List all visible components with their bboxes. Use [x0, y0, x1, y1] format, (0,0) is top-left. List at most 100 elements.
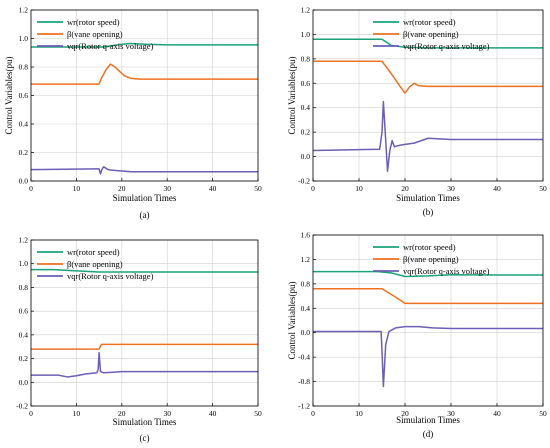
plot-frame: [30, 239, 259, 407]
x-tick-label: 20: [401, 409, 409, 418]
y-axis-label: Control Variables(pu): [287, 56, 297, 134]
series-line-1: [31, 42, 258, 48]
x-axis-label: Simulation Times: [113, 417, 177, 427]
plot-frame: [312, 234, 544, 407]
chart-panel-d: 0 10 20 30 40 50 -1.2 -0.8 -0.4 0.0 0.4 0.8 1.2 1.6 Si…: [287, 231, 547, 440]
y-tick-label: 1.2: [19, 236, 29, 245]
x-tick-label: 0: [311, 409, 315, 418]
series-line-3: [30, 166, 258, 175]
x-axis-label: Simulation Times: [113, 193, 177, 203]
plot-frame: [312, 9, 544, 182]
y-tick-label: 0.0: [301, 328, 311, 337]
chart-panel-b: 0 10 20 30 40 50 -0.2 0.0 0.2 0.4 0.6 0.8 1.0 1.2 Simu…: [287, 6, 547, 218]
y-tick-label: -0.4: [298, 353, 310, 362]
legend-label: wr(rotor speed): [403, 242, 456, 252]
panel-caption: (c): [140, 433, 150, 443]
y-tick-label: 0.4: [301, 103, 311, 112]
y-tick-label: 0.0: [19, 177, 29, 186]
x-tick-label: 10: [73, 184, 81, 193]
y-tick-label: 0.2: [301, 128, 311, 137]
panel-caption: (d): [423, 429, 434, 439]
x-axis-label: Simulation Times: [396, 415, 460, 425]
legend-label: β(vane opening): [403, 254, 459, 264]
x-tick-label: 10: [355, 409, 363, 418]
series-line-2: [31, 63, 258, 85]
series-line-3: [313, 325, 543, 388]
x-tick-label: 40: [493, 184, 501, 193]
legend: wr(rotor speed) β(vane opening) vqr(Rotor …: [373, 242, 490, 276]
x-tick-label: 20: [118, 184, 126, 193]
y-tick-label: 0.2: [19, 148, 29, 157]
x-tick-label: 50: [539, 184, 547, 193]
x-tick-label: 40: [493, 409, 501, 418]
y-tick-label: 0.8: [19, 63, 29, 72]
series-line-1: [31, 268, 258, 273]
legend-label: β(vane opening): [403, 29, 459, 39]
y-tick-label: 0.2: [19, 354, 29, 363]
series-line-3: [31, 351, 258, 378]
chart-panel-c: 0 10 20 30 40 50 -0.2 0.0 0.2 0.4 0.6 0.8 1.0 1.2 Simu…: [16, 236, 262, 444]
x-tick-label: 0: [311, 184, 315, 193]
legend-label: wr(rotor speed): [67, 17, 120, 27]
y-tick-label: 1.6: [301, 231, 311, 240]
y-tick-label: -0.8: [298, 377, 310, 386]
y-tick-label: 1.2: [301, 6, 311, 15]
y-tick-label: -0.2: [298, 177, 310, 186]
y-tick-label: 0.0: [19, 378, 29, 387]
y-tick-label: 0.8: [19, 283, 29, 292]
x-tick-label: 20: [118, 409, 126, 418]
y-tick-label: 1.2: [19, 6, 29, 15]
x-tick-label: 40: [209, 184, 217, 193]
x-tick-label: 50: [254, 184, 262, 193]
series-line-1: [313, 38, 543, 49]
y-tick-label: 0.6: [301, 79, 311, 88]
x-tick-label: 10: [73, 409, 81, 418]
y-axis-label: Control Variables(pu): [4, 56, 14, 134]
legend-label: wr(rotor speed): [403, 17, 456, 27]
legend-label: vqr(Rotor q-axis voltage): [67, 41, 154, 51]
y-tick-label: 0.8: [301, 279, 311, 288]
y-tick-label: 0.4: [19, 330, 29, 339]
x-tick-label: 30: [163, 184, 171, 193]
x-tick-label: 20: [401, 184, 409, 193]
y-tick-label: 1.0: [301, 30, 311, 39]
y-tick-label: 0.4: [19, 120, 29, 129]
series-line-3: [312, 100, 543, 172]
series-line-2: [31, 343, 258, 350]
y-tick-label: 0.4: [301, 304, 311, 313]
legend-label: β(vane opening): [67, 259, 123, 269]
panel-caption: (a): [140, 210, 150, 220]
legend-label: wr(rotor speed): [67, 247, 120, 257]
panel-caption: (b): [423, 207, 434, 217]
series-line-2: [313, 287, 543, 305]
legend-label: vqr(Rotor q-axis voltage): [67, 271, 154, 281]
y-tick-label: 0.8: [301, 54, 311, 63]
y-axis-label: Control Variables(pu): [287, 281, 297, 359]
y-tick-label: 1.2: [301, 255, 311, 264]
x-tick-label: 30: [163, 409, 171, 418]
y-tick-label: 1.0: [19, 34, 29, 43]
y-tick-label: -1.2: [298, 402, 310, 411]
x-tick-label: 50: [539, 409, 547, 418]
x-tick-label: 50: [254, 409, 262, 418]
legend-label: β(vane opening): [67, 29, 123, 39]
x-tick-label: 0: [29, 184, 33, 193]
legend: wr(rotor speed) β(vane opening) vqr(Rotor …: [37, 247, 154, 281]
x-tick-label: 40: [209, 409, 217, 418]
x-tick-label: 10: [355, 184, 363, 193]
y-tick-label: 1.0: [19, 259, 29, 268]
x-tick-label: 0: [29, 409, 33, 418]
y-tick-label: 0.6: [19, 307, 29, 316]
legend-label: vqr(Rotor q-axis voltage): [403, 41, 490, 51]
legend: wr(rotor speed) β(vane opening) vqr(Rotor …: [373, 17, 490, 51]
y-tick-label: -0.2: [16, 402, 28, 411]
legend-label: vqr(Rotor q-axis voltage): [403, 266, 490, 276]
legend: wr(rotor speed) β(vane opening) vqr(Rotor …: [37, 17, 154, 51]
series-line-2: [313, 60, 543, 94]
x-axis-label: Simulation Times: [396, 193, 460, 203]
x-tick-label: 30: [447, 409, 455, 418]
chart-panel-a: 0 10 20 30 40 50 0.0 0.2 0.4 0.6 0.8 1.0 1.2 Simulati…: [4, 6, 262, 221]
y-tick-label: 0.0: [301, 152, 311, 161]
x-tick-label: 30: [447, 184, 455, 193]
